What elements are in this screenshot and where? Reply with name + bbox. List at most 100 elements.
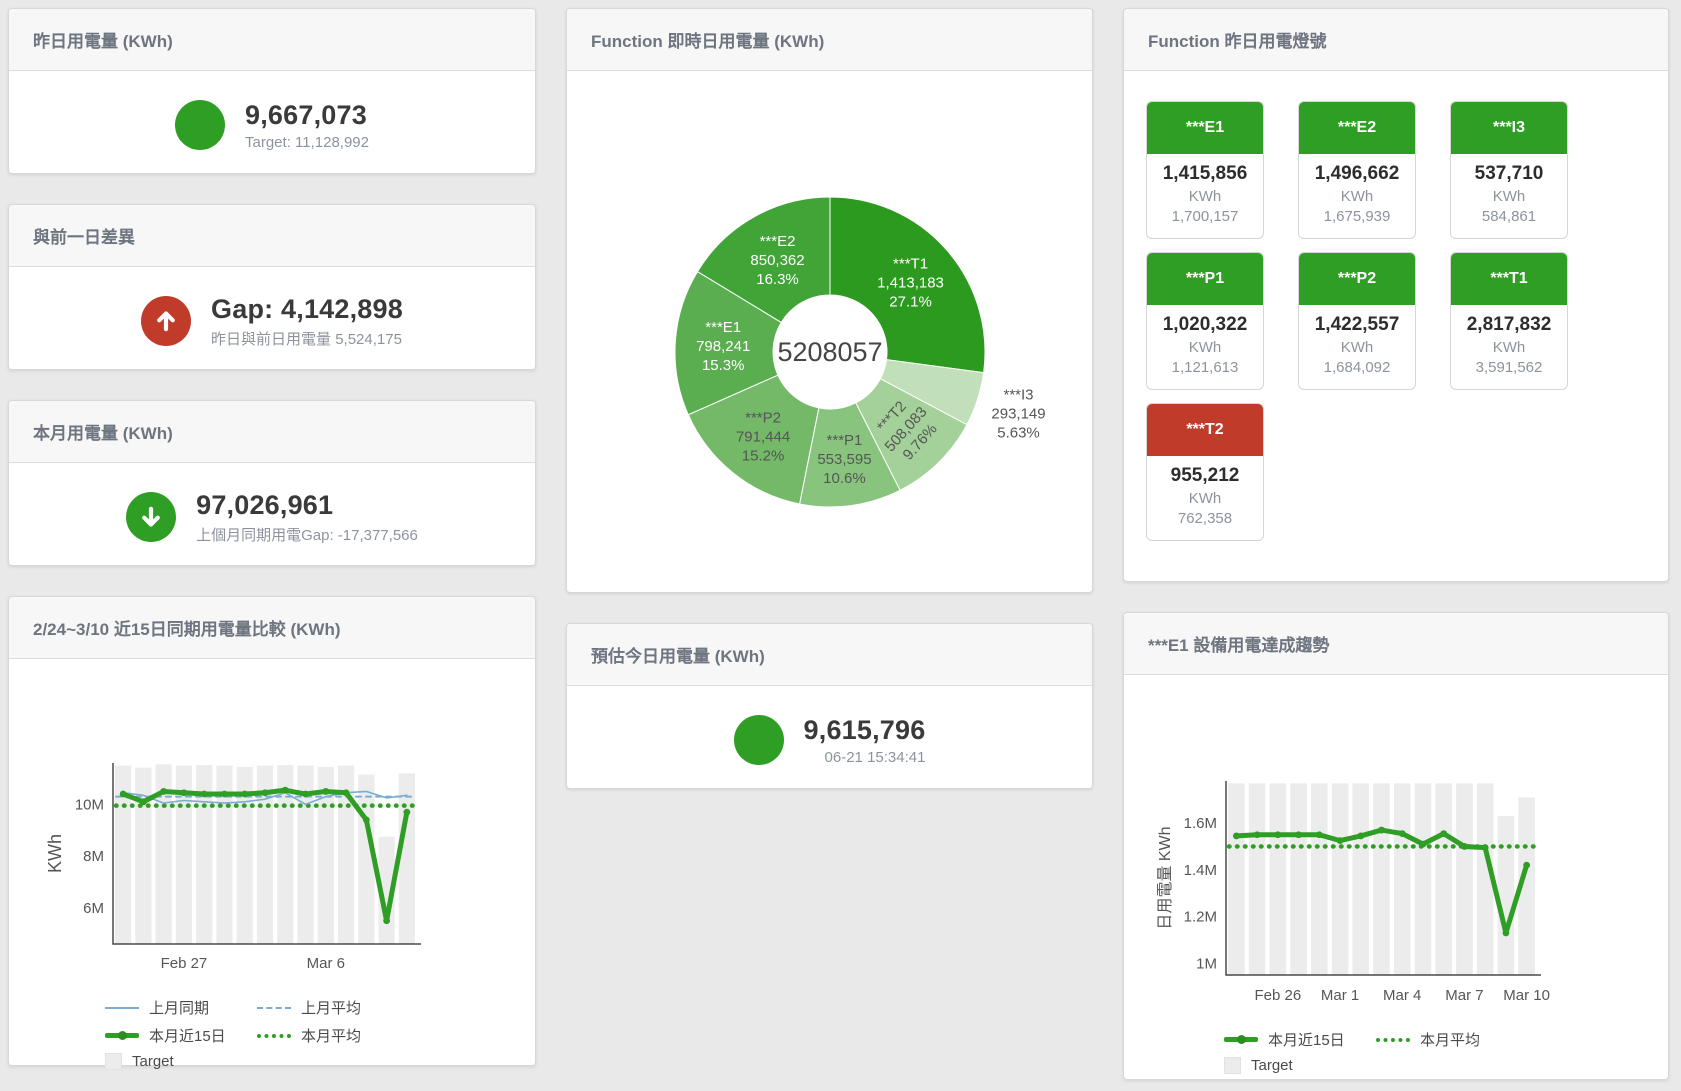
legend-label: 本月近15日 — [149, 1028, 226, 1045]
series-point — [281, 786, 289, 794]
panel-header[interactable]: Function 即時日用電量 (KWh) — [567, 9, 1092, 71]
target-bar — [196, 765, 213, 944]
light-tile-body: 1,422,557 KWh 1,684,092 — [1299, 305, 1415, 389]
legend-item-green-dot[interactable]: 本月平均 — [1376, 1029, 1528, 1050]
panel-header[interactable]: 昨日用電量 (KWh) — [9, 9, 535, 71]
light-tile-name: ***T2 — [1147, 404, 1263, 456]
legend-item-green-line[interactable]: 本月近15日 — [105, 1025, 257, 1046]
series-point — [1357, 832, 1365, 840]
panel-header[interactable]: 2/24~3/10 近15日同期用電量比較 (KWh) — [9, 597, 535, 659]
panel-month-usage: 本月用電量 (KWh) 97,026,961 上個月同期用電Gap: -17,3… — [8, 400, 536, 566]
legend-item-blue-dash[interactable]: 上月平均 — [257, 997, 409, 1018]
light-tile-body: 955,212 KWh 762,358 — [1147, 456, 1263, 540]
lights-grid: ***E1 1,415,856 KWh 1,700,157 ***E2 1,496,662… — [1124, 71, 1668, 541]
target-bar — [317, 766, 334, 944]
trend-line-chart[interactable]: 1M 1.2M 1.4M 1.6M Feb 26 Mar 1 Mar 4 Mar 7 Mar 1… — [1124, 775, 1568, 1017]
light-tile-body: 1,415,856 KWh 1,700,157 — [1147, 154, 1263, 238]
panel-header[interactable]: ***E1 設備用電達成趨勢 — [1124, 613, 1668, 675]
target-bar — [1311, 783, 1328, 975]
panel-e1-trend: ***E1 設備用電達成趨勢 1M 1.2M 1.4M 1.6M Feb 26 Mar 1… — [1123, 612, 1669, 1080]
light-tile-unit: KWh — [1188, 490, 1222, 507]
donut-slice-1[interactable] — [829, 196, 985, 374]
panel-header[interactable]: Function 昨日用電燈號 — [1124, 9, 1668, 71]
trend-chart-legend: 本月近15日 本月平均 Target — [1224, 1029, 1668, 1074]
middle-column: Function 即時日用電量 (KWh) ***T1 1,413,183 27.1… — [566, 8, 1093, 789]
up-arrow-icon — [141, 296, 192, 346]
legend-item-green-line[interactable]: 本月近15日 — [1224, 1029, 1376, 1050]
light-tile-unit: KWh — [1492, 339, 1526, 356]
panel-day-gap: 與前一日差異 Gap: 4,142,898 昨日與前日用電量 5,524,175 — [8, 204, 536, 370]
panel-title: Function 即時日用電量 (KWh) — [591, 32, 825, 51]
target-bar — [297, 765, 314, 944]
light-tile-name: ***I3 — [1451, 102, 1567, 154]
light-tile-name: ***T1 — [1451, 253, 1567, 305]
light-tile-target: 762,358 — [1177, 510, 1233, 527]
legend-row: 上月同期 上月平均 — [105, 997, 535, 1018]
series-point — [362, 816, 370, 824]
realtime-donut-chart[interactable]: ***T1 1,413,183 27.1%***I3 293,149 5.63%***T… — [570, 97, 1090, 567]
light-tile-7: ***T2 955,212 KWh 762,358 — [1146, 403, 1264, 541]
light-tile-2: ***E2 1,496,662 KWh 1,675,939 — [1298, 101, 1416, 239]
series-point — [1419, 840, 1427, 848]
compare-line-chart[interactable]: 6M 8M 10M Feb 27 Mar 6 KWh — [19, 757, 449, 985]
panel-title: 昨日用電量 (KWh) — [33, 32, 173, 51]
light-tile-name: ***E1 — [1147, 102, 1263, 154]
target-bar — [1476, 783, 1494, 975]
light-tile-value: 2,817,832 — [1466, 314, 1552, 335]
target-bar — [135, 767, 152, 944]
light-tile-name: ***P2 — [1299, 253, 1415, 305]
light-tile-value: 1,496,662 — [1314, 163, 1400, 184]
panel-header[interactable]: 預估今日用電量 (KWh) — [567, 624, 1092, 686]
donut-slice-7[interactable] — [696, 196, 830, 324]
light-tile-4: ***P1 1,020,322 KWh 1,121,613 — [1146, 252, 1264, 390]
series-point — [1378, 826, 1385, 834]
light-tile-body: 2,817,832 KWh 3,591,562 — [1451, 305, 1567, 389]
light-tile-body: 1,020,322 KWh 1,121,613 — [1147, 305, 1263, 389]
series-point — [1232, 832, 1240, 840]
stat-subtitle: 上個月同期用電Gap: -17,377,566 — [196, 526, 418, 544]
series-point — [241, 790, 249, 798]
light-tile-target: 1,121,613 — [1171, 359, 1239, 376]
legend-item-gray-box[interactable]: Target — [105, 1053, 257, 1070]
light-tile-name: ***E2 — [1299, 102, 1415, 154]
donut-slice-5[interactable] — [687, 374, 819, 505]
light-tile-value: 1,422,557 — [1314, 314, 1400, 335]
target-bar — [1456, 783, 1473, 975]
stat-value: 9,667,073 — [245, 99, 367, 130]
panel-header[interactable]: 本月用電量 (KWh) — [9, 401, 535, 463]
compare-chart-legend: 上月同期 上月平均本月近15日 本月平均 Target — [105, 997, 535, 1070]
target-bar — [1331, 783, 1349, 975]
light-tile-5: ***P2 1,422,557 KWh 1,684,092 — [1298, 252, 1416, 390]
legend-item-green-dot[interactable]: 本月平均 — [257, 1025, 409, 1046]
series-point — [221, 790, 228, 798]
light-tile-unit: KWh — [1188, 188, 1222, 205]
blue-line-icon — [105, 1006, 139, 1009]
x-tick-label: Feb 27 — [161, 955, 208, 972]
y-tick-label: 8M — [83, 848, 104, 865]
series-point — [119, 790, 127, 798]
series-point — [1481, 844, 1489, 852]
panel-header[interactable]: 與前一日差異 — [9, 205, 535, 267]
donut-slice-label: ***P2 791,444 15.2% — [735, 409, 789, 464]
legend-item-blue-line[interactable]: 上月同期 — [105, 997, 257, 1018]
y-axis-label: 日用電量 KWh — [1157, 826, 1174, 929]
target-bar — [1228, 783, 1245, 975]
target-bar — [378, 836, 395, 944]
panel-realtime-usage: Function 即時日用電量 (KWh) ***T1 1,413,183 27.1… — [566, 8, 1093, 593]
light-tile-value: 1,020,322 — [1162, 314, 1248, 335]
donut-slice-6[interactable] — [674, 270, 782, 416]
light-tile-value: 955,212 — [1170, 465, 1240, 486]
series-point — [302, 790, 309, 798]
panel-title: Function 昨日用電燈號 — [1148, 32, 1327, 51]
series-point — [261, 789, 269, 797]
series-point — [200, 790, 208, 798]
donut-slice-label: ***P1 553,595 10.6% — [817, 432, 871, 487]
donut-slice-label: ***E1 798,241 15.3% — [696, 319, 750, 374]
target-bar — [1373, 783, 1390, 975]
legend-label: 本月平均 — [1420, 1032, 1481, 1049]
target-bar — [1518, 797, 1535, 975]
series-point — [1253, 831, 1261, 839]
legend-item-gray-box[interactable]: Target — [1224, 1057, 1376, 1074]
chart-axes — [112, 763, 421, 945]
panel-yesterday-usage: 昨日用電量 (KWh) 9,667,073 Target: 11,128,992 — [8, 8, 536, 174]
